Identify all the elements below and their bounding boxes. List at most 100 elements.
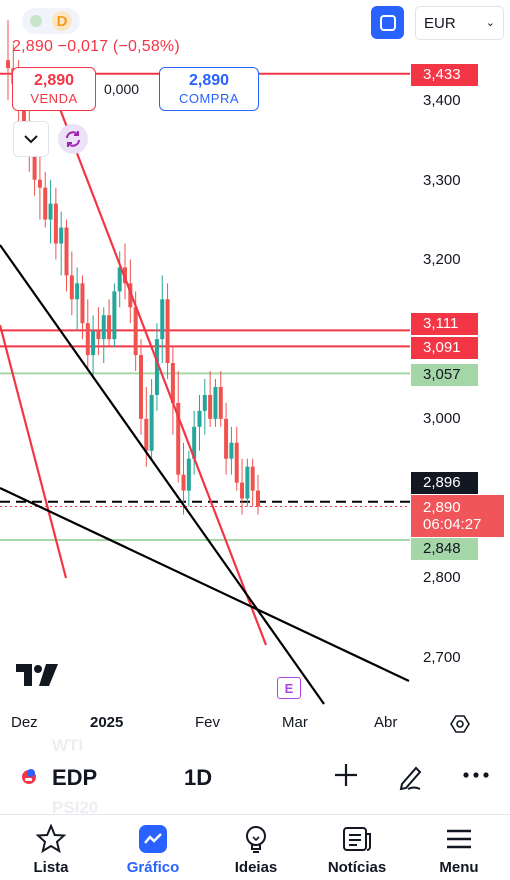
price-chart[interactable] — [0, 0, 510, 710]
candle-body — [218, 386, 223, 419]
chevron-down-icon — [24, 135, 38, 144]
lightbulb-icon — [246, 826, 266, 853]
settings-icon — [450, 715, 470, 733]
candle-body — [53, 203, 58, 244]
nav-item-list[interactable]: Lista — [1, 823, 101, 876]
nav-label: Lista — [33, 859, 69, 876]
star-icon — [36, 824, 66, 854]
candle-body — [213, 386, 218, 419]
red-trend-line-2 — [0, 324, 68, 579]
candle-body — [186, 458, 191, 491]
candle-body — [144, 418, 149, 451]
nav-item-menu[interactable]: Menu — [409, 823, 509, 876]
candle-body — [69, 275, 74, 300]
candle-body — [107, 315, 112, 340]
candle-body — [43, 187, 48, 220]
ghost-symbol-above: WTI — [52, 736, 84, 755]
level-label-3433: 3,433 — [411, 64, 478, 86]
price-tick: 3,200 — [423, 251, 461, 268]
sell-price: 2,890 — [33, 72, 75, 89]
nav-item-news[interactable]: Notícias — [307, 823, 407, 876]
fullscreen-icon — [379, 14, 396, 31]
timeframe-selector[interactable]: 1D — [184, 765, 213, 790]
candle-body — [256, 490, 260, 507]
current-price-label: 2,890 06:04:27 — [411, 495, 504, 537]
sell-button[interactable]: 2,890 VENDA — [12, 67, 96, 111]
candle-body — [229, 442, 234, 459]
candle-body — [133, 307, 138, 356]
status-pill[interactable]: D — [22, 8, 80, 34]
buy-label: COMPRA — [178, 91, 240, 106]
buy-price: 2,890 — [188, 72, 230, 89]
level-label-3091: 3,091 — [411, 337, 478, 359]
nav-label: Gráfico — [126, 859, 180, 876]
scale-settings-button[interactable] — [450, 714, 470, 739]
price-tick: 2,700 — [423, 649, 461, 666]
buy-button[interactable]: 2,890 COMPRA — [159, 67, 259, 111]
black-trend-line-2 — [0, 487, 410, 682]
candle-body — [234, 442, 239, 483]
sync-button[interactable] — [58, 124, 88, 154]
layout-button[interactable] — [371, 6, 404, 39]
candle-body — [181, 474, 186, 491]
price-tick: 3,000 — [423, 410, 461, 427]
candle-body — [138, 355, 143, 419]
candle-body — [240, 482, 245, 499]
candle-body — [176, 402, 181, 475]
ghost-symbol-below: PSI20 — [52, 798, 99, 817]
horizontal-levels — [0, 72, 410, 542]
hamburger-menu-icon — [447, 829, 471, 849]
bar-countdown: 06:04:27 — [423, 516, 482, 533]
collapse-legend-button[interactable] — [13, 121, 49, 157]
candle-body — [149, 394, 154, 451]
plus-icon[interactable] — [333, 762, 359, 788]
candle-body — [117, 267, 122, 292]
level-label-2896: 2,896 — [411, 472, 478, 494]
candle-body — [202, 394, 207, 411]
candle-body — [80, 283, 85, 324]
nav-item-chart[interactable]: Gráfico — [103, 823, 203, 876]
candle-body — [91, 331, 96, 356]
sell-label: VENDA — [30, 91, 78, 106]
nav-label: Ideias — [234, 859, 278, 876]
nav-item-ideas[interactable]: Ideias — [206, 823, 306, 876]
symbol-selector[interactable]: EDP — [52, 765, 98, 790]
chevron-down-icon: ⌄ — [485, 17, 495, 29]
candle-body — [170, 363, 175, 403]
market-open-indicator — [30, 15, 42, 27]
nav-label: Menu — [439, 859, 479, 876]
candle-body — [21, 92, 26, 132]
nav-label: Notícias — [327, 859, 387, 876]
level-label-3057: 3,057 — [411, 364, 478, 386]
candle-body — [154, 339, 159, 395]
candle-body — [32, 147, 37, 180]
time-label-dez: Dez — [11, 714, 38, 731]
candle-body — [96, 331, 101, 340]
candle-body — [224, 418, 229, 459]
more-icon[interactable] — [461, 762, 491, 788]
trend-lines — [0, 69, 410, 705]
candle-body — [192, 426, 197, 459]
price-tick: 3,400 — [423, 92, 461, 109]
drawing-pen-icon[interactable] — [396, 762, 426, 792]
candle-body — [101, 315, 106, 340]
candle-body — [75, 283, 80, 300]
candle-body — [165, 299, 170, 364]
candle-body — [160, 299, 165, 340]
sync-icon — [66, 131, 80, 147]
candle-body — [6, 60, 10, 69]
delayed-data-badge: D — [52, 11, 72, 31]
tradingview-logo — [16, 664, 58, 691]
time-label-abr: Abr — [374, 714, 398, 731]
black-trend-line-1 — [0, 244, 325, 705]
currency-select[interactable]: EUR ⌄ — [415, 6, 504, 40]
candle-body — [59, 227, 64, 244]
price-tick: 3,300 — [423, 172, 461, 189]
candle-body — [197, 410, 202, 427]
spread-value: 0,000 — [104, 81, 140, 97]
earnings-event-badge[interactable]: E — [277, 677, 301, 699]
bottom-nav: Lista Gráfico Ideias — [0, 814, 510, 880]
price-tick: 2,800 — [423, 569, 461, 586]
candle-body — [37, 179, 42, 188]
